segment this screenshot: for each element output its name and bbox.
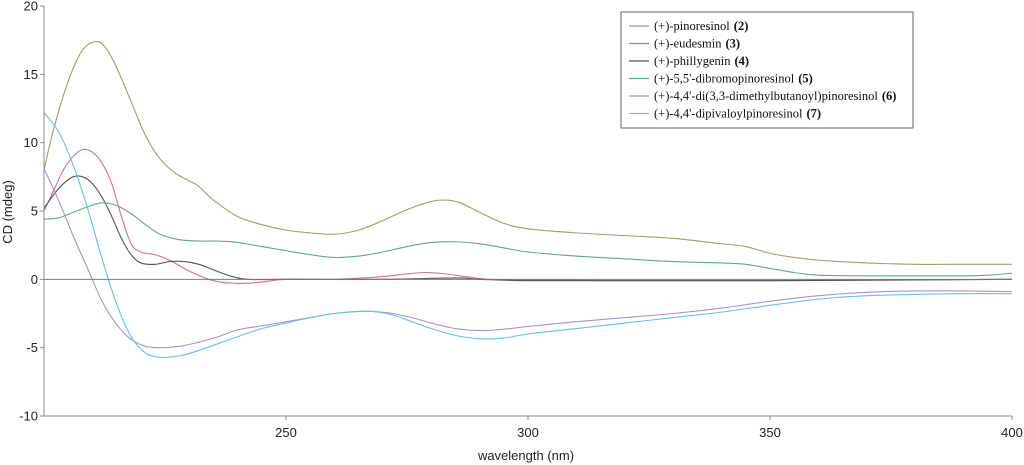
- x-tick-label: 250: [275, 425, 297, 440]
- legend-entry-6: (+)-4,4'-dipivaloylpinoresinol (7): [654, 107, 821, 121]
- y-tick-label: 5: [31, 204, 38, 219]
- x-axis-title: wavelength (nm): [477, 448, 574, 463]
- legend: (+)-pinoresinol (2) (+)-eudesmin (3) (+)-phi…: [620, 11, 914, 129]
- legend-entry-number: (7): [807, 107, 822, 121]
- legend-entry-name: (+)-phillygenin: [654, 54, 731, 68]
- series-line-4: [43, 202, 1013, 277]
- x-tick-label: 350: [759, 425, 781, 440]
- axes: [40, 5, 1013, 420]
- y-tick-label: 15: [24, 67, 38, 82]
- legend-entry-number: (2): [734, 19, 749, 33]
- series-line-1: [43, 40, 1012, 265]
- y-tick-label: 10: [24, 135, 38, 150]
- y-axis-title: CD (mdeg): [0, 180, 15, 244]
- legend-entry-number: (3): [725, 37, 740, 51]
- legend-entry-name: (+)-4,4'-dipivaloylpinoresinol: [654, 107, 803, 121]
- legend-entry-name: (+)-eudesmin: [654, 37, 722, 51]
- legend-entry-name: (+)-5,5'-dibromopinoresinol: [654, 72, 795, 86]
- legend-entry-number: (6): [882, 89, 897, 103]
- y-tick-label: 20: [24, 0, 38, 14]
- legend-entry-number: (4): [734, 54, 749, 68]
- x-tick-label: 300: [517, 425, 539, 440]
- series-line-5: [43, 168, 1013, 349]
- legend-entry-1: (+)-pinoresinol (2): [654, 19, 748, 33]
- legend-entry-5: (+)-4,4'-di(3,3-dimethylbutanoyl)pinores…: [654, 89, 896, 103]
- legend-entry-4: (+)-5,5'-dibromopinoresinol (5): [654, 72, 813, 86]
- legend-entry-name: (+)-pinoresinol: [654, 19, 730, 33]
- tick-labels: 20 15 10 5 0 -5 -10 250 300 350 400: [19, 0, 1023, 440]
- legend-entry-number: (5): [798, 72, 813, 86]
- legend-box: [620, 11, 914, 129]
- plot-lines: [43, 40, 1013, 358]
- series-line-6: [43, 112, 1013, 358]
- series-line-3: [43, 175, 1013, 282]
- y-tick-label: -5: [26, 340, 38, 355]
- y-tick-label: 0: [31, 272, 38, 287]
- y-tick-label: -10: [19, 409, 38, 424]
- legend-entry-name: (+)-4,4'-di(3,3-dimethylbutanoyl)pinores…: [654, 89, 878, 103]
- x-tick-label: 400: [1001, 425, 1023, 440]
- legend-entry-3: (+)-phillygenin (4): [654, 54, 749, 68]
- legend-entry-2: (+)-eudesmin (3): [654, 37, 740, 51]
